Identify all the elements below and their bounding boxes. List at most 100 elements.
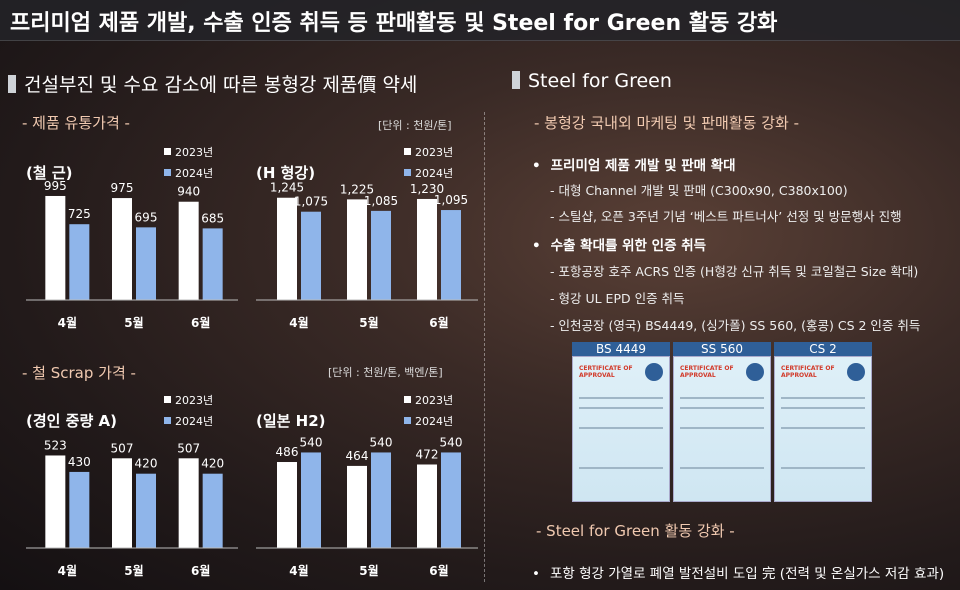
bar bbox=[277, 462, 297, 548]
bar bbox=[347, 199, 367, 300]
data-label: 1,095 bbox=[434, 193, 468, 207]
seal-icon bbox=[847, 363, 865, 381]
data-label: 430 bbox=[68, 455, 91, 469]
text-line bbox=[579, 467, 663, 469]
text-line bbox=[680, 397, 764, 399]
data-label: 507 bbox=[177, 441, 200, 455]
bar bbox=[301, 211, 321, 300]
right-section-heading: Steel for Green bbox=[512, 70, 672, 92]
scrap-unit: [단위 : 천원/톤, 백엔/톤] bbox=[328, 366, 443, 379]
data-label: 725 bbox=[68, 207, 91, 221]
data-label: 685 bbox=[201, 211, 224, 225]
text-line bbox=[579, 407, 663, 409]
text-line bbox=[781, 427, 865, 429]
data-label: 995 bbox=[44, 179, 67, 193]
bar bbox=[69, 224, 90, 300]
data-label: 472 bbox=[416, 447, 439, 461]
legend-label: 2024년 bbox=[415, 167, 453, 180]
section-divider bbox=[484, 112, 485, 582]
category-label: 4월 bbox=[289, 315, 308, 330]
cert-label: BS 4449 bbox=[572, 342, 670, 356]
legend-label: 2024년 bbox=[175, 415, 213, 428]
left-heading-text: 건설부진 및 수요 감소에 따른 봉형강 제품價 약세 bbox=[24, 74, 418, 96]
data-label: 523 bbox=[44, 438, 67, 452]
certificate-ss560: SS 560 CERTIFICATE OF APPROVAL bbox=[673, 342, 771, 502]
certificate-cs2: CS 2 CERTIFICATE OF APPROVAL bbox=[774, 342, 872, 502]
category-label: 4월 bbox=[58, 315, 77, 330]
text-line bbox=[781, 407, 865, 409]
bullet-export: 수출 확대를 위한 인증 취득 bbox=[532, 234, 706, 254]
heading-marker bbox=[8, 75, 16, 93]
bar bbox=[202, 228, 223, 300]
data-label: 975 bbox=[111, 181, 134, 195]
chart-title: (경인 중량 A) bbox=[26, 412, 117, 430]
gyeongin-scrap-chart: (경인 중량 A)2023년2024년5234304월5074205월50742… bbox=[26, 394, 238, 578]
legend-label: 2024년 bbox=[175, 167, 213, 180]
bar bbox=[112, 458, 132, 548]
legend-label: 2024년 bbox=[415, 415, 453, 428]
bar bbox=[417, 198, 437, 300]
bar bbox=[301, 452, 321, 548]
scrap-subtitle: - 철 Scrap 가격 - bbox=[22, 364, 136, 382]
bar bbox=[178, 458, 199, 548]
data-label: 540 bbox=[440, 435, 463, 449]
data-label: 1,075 bbox=[294, 195, 328, 209]
legend-label: 2023년 bbox=[415, 146, 453, 159]
legend-swatch bbox=[164, 417, 171, 424]
text-line bbox=[579, 427, 663, 429]
data-label: 540 bbox=[370, 435, 393, 449]
bar bbox=[441, 452, 461, 548]
heading-marker bbox=[512, 71, 520, 89]
right-heading-text: Steel for Green bbox=[528, 70, 672, 92]
text-line bbox=[680, 427, 764, 429]
legend-swatch bbox=[164, 169, 171, 176]
bar bbox=[112, 198, 132, 300]
bar bbox=[202, 473, 223, 548]
bar bbox=[371, 210, 391, 300]
bar bbox=[417, 464, 437, 548]
bar bbox=[371, 452, 391, 548]
text-line bbox=[680, 467, 764, 469]
page-title: 프리미엄 제품 개발, 수출 인증 취득 등 판매활동 및 Steel for … bbox=[10, 11, 778, 36]
category-label: 6월 bbox=[429, 563, 448, 578]
legend-label: 2023년 bbox=[415, 394, 453, 407]
category-label: 6월 bbox=[191, 315, 210, 330]
seal-icon bbox=[645, 363, 663, 381]
data-label: 420 bbox=[135, 457, 158, 471]
category-label: 5월 bbox=[124, 315, 143, 330]
cert-heading: CERTIFICATE OF APPROVAL bbox=[579, 365, 633, 379]
price-unit: [단위 : 천원/톤] bbox=[378, 119, 452, 132]
data-label: 486 bbox=[276, 445, 299, 459]
bar bbox=[69, 471, 90, 548]
legend-swatch bbox=[404, 148, 411, 155]
legend-swatch bbox=[404, 169, 411, 176]
certificate-document: CERTIFICATE OF APPROVAL bbox=[572, 356, 670, 502]
category-label: 4월 bbox=[58, 563, 77, 578]
data-label: 940 bbox=[177, 185, 200, 199]
data-label: 695 bbox=[135, 210, 158, 224]
item-incheon: 인천공장 (영국) BS4449, (싱가폴) SS 560, (홍콩) CS … bbox=[550, 315, 920, 334]
data-label: 1,085 bbox=[364, 194, 398, 208]
item-acrs: 포항공장 호주 ACRS 인증 (H형강 신규 취득 및 코일철근 Size 확… bbox=[550, 261, 918, 280]
bar bbox=[136, 473, 156, 548]
bullet-waste-heat: 포항 형강 가열로 폐열 발전설비 도입 完 (전력 및 온실가스 저감 효과) bbox=[532, 562, 944, 582]
bar bbox=[45, 455, 66, 548]
category-label: 5월 bbox=[124, 563, 143, 578]
certificate-document: CERTIFICATE OF APPROVAL bbox=[673, 356, 771, 502]
legend-swatch bbox=[404, 417, 411, 424]
cert-heading: CERTIFICATE OF APPROVAL bbox=[680, 365, 734, 379]
bullet-premium: 프리미엄 제품 개발 및 판매 확대 bbox=[532, 154, 736, 174]
cert-heading: CERTIFICATE OF APPROVAL bbox=[781, 365, 835, 379]
data-label: 1,245 bbox=[270, 181, 304, 195]
steel-green-subtitle: - Steel for Green 활동 강화 - bbox=[536, 522, 735, 540]
category-label: 6월 bbox=[429, 315, 448, 330]
chart-title: (철 근) bbox=[26, 164, 73, 182]
title-bar: 프리미엄 제품 개발, 수출 인증 취득 등 판매활동 및 Steel for … bbox=[0, 0, 960, 41]
item-steelshop: 스틸샵, 오픈 3주년 기념 ‘베스트 파트너사’ 선정 및 방문행사 진행 bbox=[550, 206, 901, 225]
seal-icon bbox=[746, 363, 764, 381]
category-label: 5월 bbox=[359, 315, 378, 330]
category-label: 5월 bbox=[359, 563, 378, 578]
bar bbox=[441, 210, 461, 300]
category-label: 6월 bbox=[191, 563, 210, 578]
